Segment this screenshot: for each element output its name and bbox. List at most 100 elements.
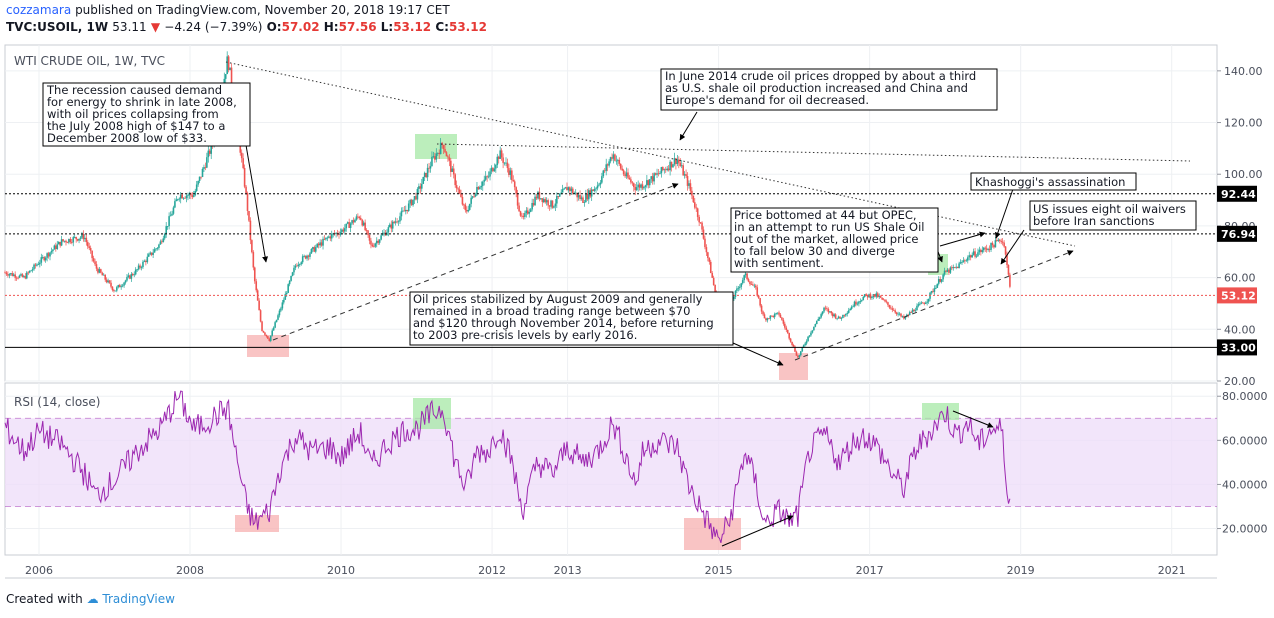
candle-body bbox=[304, 255, 307, 259]
author-link[interactable]: cozzamara bbox=[6, 3, 72, 17]
candle-body bbox=[368, 235, 371, 241]
candle-body bbox=[937, 279, 940, 284]
candle-body bbox=[272, 327, 275, 331]
candle-body bbox=[737, 287, 740, 289]
candle-body bbox=[714, 284, 716, 293]
candle-body bbox=[496, 156, 499, 166]
candle-body bbox=[508, 168, 510, 175]
candle-body bbox=[57, 241, 60, 245]
candle-body bbox=[28, 270, 31, 273]
candle-body bbox=[455, 185, 458, 189]
candle-body bbox=[961, 261, 963, 263]
candle-body bbox=[551, 200, 554, 208]
candle-body bbox=[200, 176, 202, 178]
candle-body bbox=[528, 211, 531, 214]
candle-body bbox=[497, 156, 500, 159]
red-box-2009 bbox=[247, 335, 289, 357]
candle-body bbox=[506, 162, 509, 169]
candle-body bbox=[628, 177, 631, 180]
candle-body bbox=[860, 300, 863, 302]
candle-body bbox=[640, 184, 642, 188]
candle-body bbox=[71, 242, 73, 243]
candle-body bbox=[460, 193, 462, 197]
candle-body bbox=[17, 277, 19, 279]
candle-body bbox=[293, 267, 295, 273]
candle-body bbox=[415, 196, 417, 200]
price-level-labels: 92.44 76.94 33.00 53.12 bbox=[1217, 185, 1257, 356]
candle-body bbox=[187, 195, 189, 197]
candle-body bbox=[855, 301, 857, 305]
candle-body bbox=[338, 234, 340, 235]
candle-body bbox=[78, 238, 80, 241]
candle-body bbox=[43, 257, 46, 261]
candle-body bbox=[518, 205, 520, 212]
candle-body bbox=[750, 284, 753, 285]
recession-line-1: The recession caused demand bbox=[46, 83, 222, 97]
candle-body bbox=[59, 241, 61, 246]
candle-body bbox=[158, 244, 160, 248]
candle-body bbox=[129, 275, 131, 279]
change-arrow-icon: ▼ bbox=[150, 20, 161, 34]
candle-body bbox=[378, 239, 381, 243]
candle-body bbox=[269, 335, 272, 341]
candle-body bbox=[592, 189, 594, 191]
callouts: The recession caused demand for energy t… bbox=[42, 68, 1197, 346]
candle-body bbox=[663, 169, 666, 171]
candle-body bbox=[561, 189, 564, 193]
candle-body bbox=[448, 157, 451, 161]
june2014-line-2: as U.S. shale oil production increased a… bbox=[665, 81, 968, 95]
candle-body bbox=[682, 165, 684, 176]
candle-body bbox=[227, 56, 230, 71]
candle-body bbox=[648, 179, 651, 186]
candle-body bbox=[940, 279, 943, 282]
recession-line-3: with oil prices collapsing from bbox=[47, 107, 219, 121]
candle-body bbox=[753, 285, 756, 287]
candle-body bbox=[567, 187, 570, 191]
candle-body bbox=[246, 192, 249, 211]
candle-body bbox=[997, 239, 1000, 241]
candle-body bbox=[425, 172, 427, 178]
close-value: 53.12 bbox=[448, 20, 487, 34]
opec-line-4: to fall below 30 and diverge bbox=[734, 244, 895, 258]
candle-body bbox=[1007, 265, 1010, 275]
candle-body bbox=[538, 191, 541, 200]
candle-body bbox=[548, 205, 551, 207]
candle-body bbox=[653, 173, 655, 182]
candle-body bbox=[553, 206, 555, 208]
candle-body bbox=[763, 314, 766, 319]
candle-body bbox=[754, 285, 757, 288]
candle-body bbox=[953, 267, 956, 268]
resistance-trendline bbox=[436, 143, 1191, 162]
candle-body bbox=[593, 188, 596, 191]
candle-body bbox=[712, 277, 715, 285]
candle-body bbox=[709, 261, 712, 274]
stabilized-line-3: and $120 through November 2014, before r… bbox=[413, 316, 714, 330]
candle-body bbox=[49, 252, 51, 257]
candle-body bbox=[798, 355, 801, 358]
candle-body bbox=[831, 313, 834, 317]
candle-body bbox=[391, 221, 394, 229]
candle-body bbox=[570, 188, 573, 192]
candle-body bbox=[499, 150, 501, 159]
candle-body bbox=[136, 269, 138, 271]
highlight-boxes bbox=[235, 134, 959, 550]
candle-body bbox=[968, 255, 971, 258]
tradingview-link[interactable]: TradingView bbox=[102, 592, 175, 606]
candle-body bbox=[988, 248, 991, 250]
callout-waivers: US issues eight oil waivers before Iran … bbox=[1033, 202, 1190, 228]
candle-body bbox=[389, 224, 391, 228]
time-axis: 2006 2008 2010 2012 2013 2015 2017 2019 2021 bbox=[25, 564, 1186, 577]
candle-body bbox=[81, 234, 83, 238]
candle-body bbox=[842, 314, 844, 319]
candle-body bbox=[20, 274, 22, 276]
candle-body bbox=[354, 219, 356, 223]
price-level-label: 76.94 bbox=[1221, 228, 1256, 241]
candle-body bbox=[454, 174, 456, 186]
price-change: −4.24 (−7.39%) bbox=[164, 20, 263, 34]
candle-body bbox=[583, 202, 586, 203]
symbol-info: TVC:USOIL, 1W 53.11 ▼ −4.24 (−7.39%) O:5… bbox=[6, 20, 487, 34]
candle-body bbox=[156, 247, 159, 249]
candle-body bbox=[84, 237, 86, 240]
candle-body bbox=[18, 275, 21, 278]
